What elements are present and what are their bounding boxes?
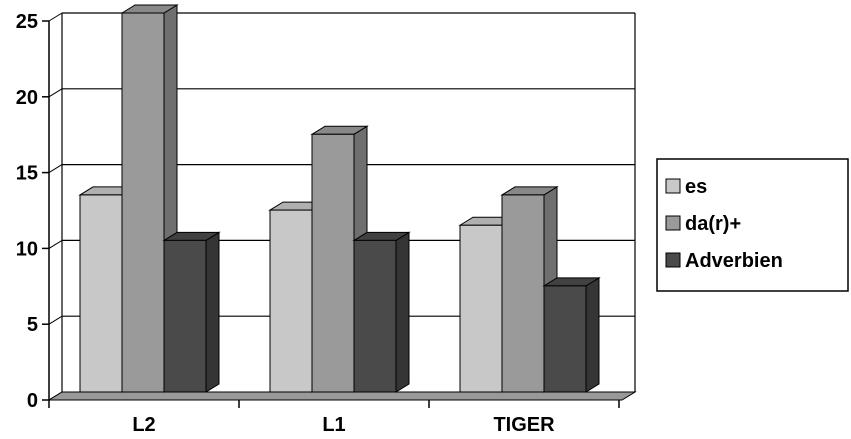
y-tick-label: 5 xyxy=(27,314,38,336)
y-axis-labels: 0 5 10 15 20 25 xyxy=(16,11,38,412)
legend-label: da(r)+ xyxy=(685,213,741,235)
bar-front xyxy=(269,209,313,393)
x-category-label: L2 xyxy=(132,414,155,436)
bar-front xyxy=(121,12,165,393)
bar-l1-2 xyxy=(352,231,411,393)
y-tick-label: 10 xyxy=(16,238,38,260)
chart-axes xyxy=(42,20,637,408)
y-tick-label: 20 xyxy=(16,87,38,109)
y-tick-label: 0 xyxy=(27,390,38,412)
y-tick-label: 25 xyxy=(16,11,38,33)
legend-box xyxy=(656,158,849,292)
bar-front xyxy=(501,194,545,393)
chart-floor xyxy=(47,391,637,401)
chart-bars xyxy=(78,4,601,393)
bar-side xyxy=(585,276,600,393)
legend-swatch xyxy=(665,178,681,194)
bar-side xyxy=(205,231,220,393)
y-tick-label: 15 xyxy=(16,163,38,185)
bar-front xyxy=(543,285,587,393)
bar-front xyxy=(311,133,355,393)
side-wall-line xyxy=(48,164,63,174)
legend-label: es xyxy=(685,176,707,198)
side-wall-line xyxy=(48,315,63,325)
side-wall-line xyxy=(48,239,63,249)
legend-swatch xyxy=(665,252,681,268)
bar-front xyxy=(353,239,397,393)
bar-side xyxy=(395,231,410,393)
legend: es da(r)+ Adverbien xyxy=(656,158,849,292)
side-wall-line xyxy=(48,88,63,98)
bar-tiger-2 xyxy=(542,276,601,393)
x-category-label: L1 xyxy=(322,414,345,436)
bar-front xyxy=(459,224,503,393)
x-axis-labels: L2 L1 TIGER xyxy=(132,414,555,436)
legend-label: Adverbien xyxy=(685,250,783,272)
bar-front xyxy=(163,239,207,393)
bar-l2-2 xyxy=(162,231,221,393)
legend-swatch xyxy=(665,215,681,231)
x-category-label: TIGER xyxy=(493,414,555,436)
bar-front xyxy=(79,194,123,393)
side-wall-line xyxy=(48,12,63,22)
